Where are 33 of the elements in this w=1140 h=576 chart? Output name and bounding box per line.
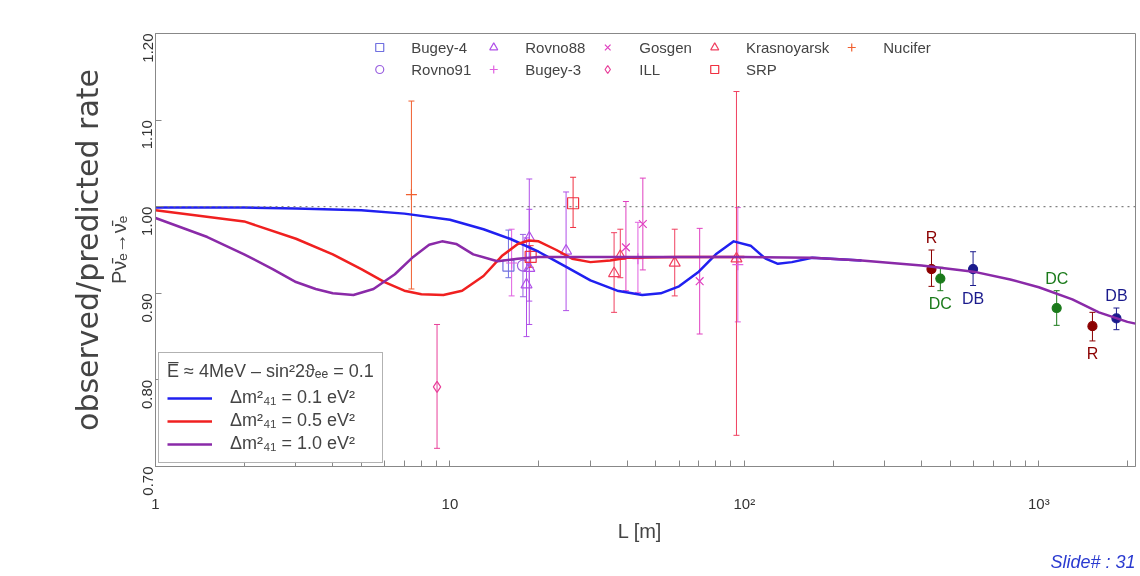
legend-label: Δm²₄₁ = 0.5 eV² (230, 410, 355, 431)
legend-label: Rovno91 (411, 60, 472, 78)
legend-label: Bugey-3 (525, 60, 582, 78)
legend-label: ILL (639, 60, 661, 78)
text: observed/predicted rate (69, 69, 105, 431)
legend-label: Δm²₄₁ = 1.0 eV² (230, 433, 355, 454)
legend-label: Bugey-4 (411, 38, 468, 56)
x-tick-label: 10 (441, 494, 459, 512)
y-tick-label: 1.20 (138, 33, 156, 63)
y-tick-label: 0.80 (138, 379, 156, 410)
y-tick-label: 0.70 (138, 466, 156, 496)
legend-label: Rovno88 (525, 38, 586, 56)
annotation: R (1086, 344, 1099, 362)
y-tick-label: 0.90 (138, 293, 156, 323)
annotation: R (925, 229, 938, 246)
legend-label: Δm²₄₁ = 0.1 eV² (230, 387, 355, 408)
y-tick-label: 1.10 (138, 120, 156, 150)
annotation: DC (1045, 269, 1069, 287)
x-tick-label: 10² (733, 494, 756, 512)
legend-label: Gosgen (639, 38, 692, 56)
x-tick-label: 1 (151, 494, 160, 512)
legend-label: Nucifer (883, 38, 931, 56)
annotation: DB (1105, 287, 1128, 305)
legend-label: Krasnoyarsk (745, 38, 830, 56)
legend-title: E̅ ≈ 4MeV – sin²2ϑₑₑ = 0.1 (167, 361, 374, 382)
y-tick-label: 1.00 (138, 206, 156, 236)
x-tick-label: 10³ (1027, 494, 1050, 512)
legend-label: SRP (745, 60, 777, 78)
annotation: DC (928, 294, 952, 312)
y-axis-title: Pν̄ₑ→ν̄ₑ (107, 215, 130, 285)
text: Slide# : 31 (1050, 551, 1136, 572)
x-axis-title: L [m] (617, 519, 662, 542)
annotation: DB (961, 289, 985, 307)
